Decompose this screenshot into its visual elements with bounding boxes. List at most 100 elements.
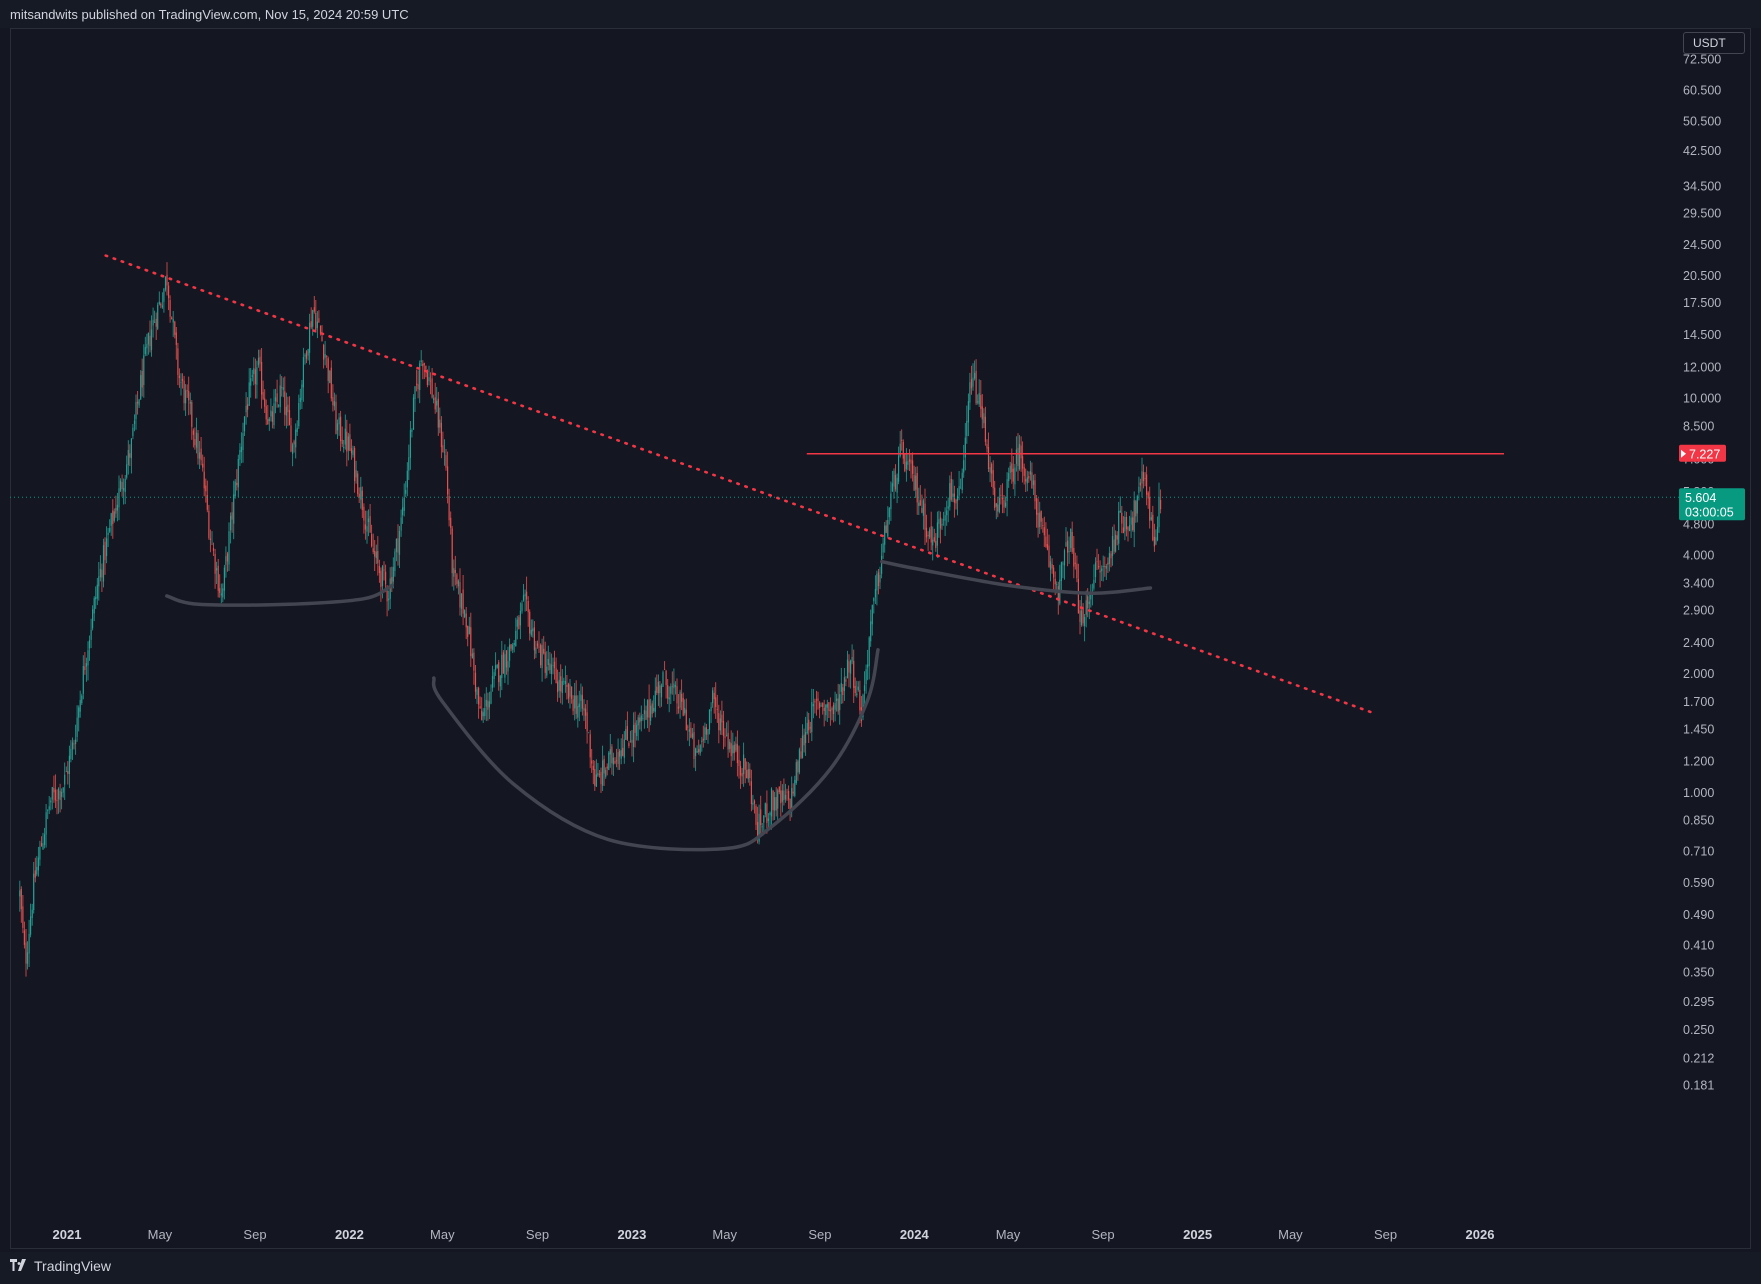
candle-body <box>491 676 494 688</box>
candle-body <box>550 664 552 674</box>
candle-body <box>657 681 659 694</box>
candle-body <box>48 806 50 810</box>
candle-body <box>366 526 368 532</box>
candle-body <box>350 448 353 454</box>
candle-body <box>1129 524 1131 532</box>
candle-body <box>1034 480 1036 502</box>
candle-body <box>577 705 579 718</box>
price-tick-label: 0.350 <box>1683 966 1714 980</box>
candle-body <box>701 740 703 742</box>
candle-body <box>135 401 137 420</box>
candle-body <box>422 363 424 367</box>
candle-body <box>774 797 776 811</box>
candle-body <box>211 544 213 545</box>
candle-body <box>75 739 77 744</box>
candle-body <box>479 706 481 709</box>
candle-body <box>629 741 632 743</box>
candle-body <box>1107 562 1109 565</box>
candle-body <box>681 694 683 702</box>
candle-body <box>746 769 748 779</box>
price-tick-label: 20.500 <box>1683 269 1721 283</box>
price-tick-label: 2.000 <box>1683 667 1714 681</box>
candle-body <box>203 471 205 489</box>
candle-body <box>591 760 593 764</box>
candle-body <box>253 368 255 375</box>
candle-body <box>82 666 84 694</box>
candle-body <box>352 450 354 455</box>
price-tick-label: 0.490 <box>1683 908 1714 922</box>
candle-body <box>704 727 706 740</box>
candle-body <box>1119 510 1121 513</box>
candle-body <box>564 680 566 684</box>
candle-body <box>164 276 167 290</box>
candle-body <box>220 593 222 596</box>
candle-body <box>310 321 312 328</box>
time-axis[interactable]: 2021 May Sep 2022 May Sep 2023 May Sep 2024 May Sep… <box>53 1227 1495 1242</box>
price-tick-label: 1.450 <box>1683 722 1714 736</box>
candle-body <box>1105 566 1107 569</box>
candle-body <box>180 382 182 383</box>
candle-body <box>930 526 932 543</box>
candle-body <box>470 627 472 657</box>
candle-body <box>242 433 244 450</box>
candle-body <box>921 507 923 513</box>
price-tick-label: 2.400 <box>1683 636 1714 650</box>
candle-body <box>315 313 317 330</box>
candle-body <box>358 493 360 498</box>
candle-body <box>597 773 599 776</box>
candle-body <box>693 732 695 759</box>
candle-body <box>786 791 788 793</box>
candle-body <box>23 930 25 945</box>
candle-body <box>997 504 999 512</box>
candle-body <box>298 403 300 427</box>
candle-body <box>191 402 193 427</box>
candle-body <box>434 397 436 410</box>
candle-body <box>716 709 718 710</box>
candle-body <box>250 378 252 386</box>
candle-body <box>1102 566 1104 567</box>
candle-body <box>323 345 325 360</box>
candle-body <box>578 703 580 708</box>
candle-body <box>473 652 475 671</box>
candle-body <box>687 726 689 728</box>
candle-body <box>112 510 114 525</box>
candle-body <box>939 517 942 529</box>
candle-body <box>645 710 647 720</box>
candle-body <box>332 397 334 406</box>
candle-body <box>37 857 39 871</box>
price-tick-label: 12.000 <box>1683 360 1721 374</box>
candle-body <box>1098 566 1100 568</box>
candle-body <box>104 541 106 561</box>
candle-body <box>648 699 650 718</box>
candle-body <box>620 750 622 759</box>
candle-body <box>580 694 582 701</box>
candle-body <box>890 493 892 510</box>
candle-body <box>395 538 397 552</box>
candle-body <box>636 724 638 736</box>
candle-body <box>144 347 146 355</box>
candle-body <box>30 916 32 935</box>
currency-selector[interactable]: USDT <box>1683 32 1745 54</box>
candle-body <box>598 774 601 775</box>
candle-body <box>800 751 802 758</box>
candle-body <box>154 321 156 323</box>
candle-body <box>891 483 893 492</box>
candle-body <box>961 472 963 491</box>
candle-body <box>495 665 497 670</box>
candle-body <box>894 475 897 490</box>
price-axis[interactable]: 72.500 60.500 50.500 42.500 34.500 29.500 24.5… <box>1683 53 1721 1093</box>
candle-body <box>1110 553 1112 559</box>
brand[interactable]: TradingView <box>10 1258 111 1274</box>
candle-body <box>454 570 456 573</box>
candle-body <box>195 432 198 448</box>
candle-body <box>662 672 664 687</box>
candle-body <box>567 683 570 699</box>
candle-body <box>515 630 517 647</box>
time-tick-label: Sep <box>1374 1227 1397 1242</box>
candle-body <box>440 422 442 448</box>
candle-body <box>247 404 249 410</box>
candle-body <box>1144 478 1146 479</box>
candle-body <box>922 500 924 516</box>
candle-body <box>237 459 239 488</box>
